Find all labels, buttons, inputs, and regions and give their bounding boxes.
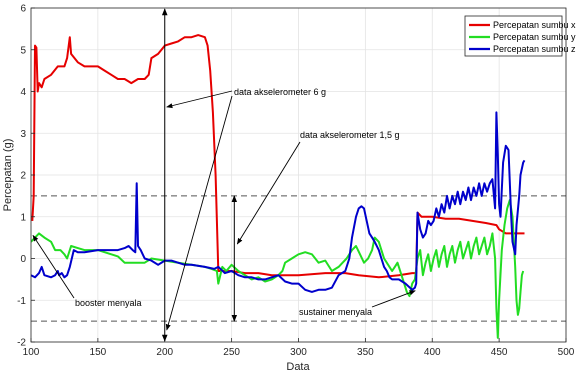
annotations: data akselerometer 6 g data akselerometer…	[32, 8, 416, 342]
legend-label-percepatan-sumbu-x: Percepatan sumbu x	[493, 20, 576, 30]
x-tick-label: 100	[23, 347, 40, 358]
pointer-booster	[32, 234, 75, 299]
x-tick-label: 150	[90, 347, 107, 358]
annotation-6g-label: data akselerometer 6 g	[234, 87, 326, 97]
pointer-6g-bottom	[165, 95, 233, 331]
y-tick-label: 3	[20, 129, 26, 140]
pointer-6g-label	[166, 90, 233, 109]
x-tick-label: 450	[491, 347, 508, 358]
x-tick-label: 350	[357, 347, 374, 358]
y-axis-label: Percepatan (g)	[2, 139, 14, 212]
legend-label-percepatan-sumbu-z: Percepatan sumbu z	[493, 44, 576, 54]
axis-ticks: 100 150 200 250 300 350 400 450 500 -2 -1 0 1 2 3 4 5 6	[17, 4, 575, 359]
y-tick-label: 2	[20, 171, 26, 182]
x-axis-label: Data	[286, 361, 310, 373]
legend: Percepatan sumbu x Percepatan sumbu y Perc…	[464, 15, 576, 57]
legend-label-percepatan-sumbu-y: Percepatan sumbu y	[493, 32, 576, 42]
y-tick-label: -2	[17, 338, 26, 349]
annotation-booster-label: booster menyala	[75, 298, 142, 308]
annotation-sustainer-label: sustainer menyala	[299, 307, 372, 317]
x-tick-label: 200	[156, 347, 173, 358]
pointer-1-5g-label	[236, 141, 301, 245]
y-tick-label: 1	[20, 212, 26, 223]
series-line-percepatan-sumbu-z	[31, 111, 526, 293]
y-tick-label: 4	[20, 87, 26, 98]
annotation-1-5g-label: data akselerometer 1,5 g	[300, 130, 400, 140]
x-tick-label: 500	[558, 347, 575, 358]
x-tick-label: 300	[290, 347, 307, 358]
pointer-sustainer	[371, 290, 416, 308]
y-tick-label: -1	[17, 296, 26, 307]
y-tick-label: 0	[20, 254, 26, 265]
x-tick-label: 400	[424, 347, 441, 358]
y-tick-label: 6	[20, 4, 26, 15]
y-tick-label: 5	[20, 45, 26, 56]
series-line-percepatan-sumbu-x	[31, 34, 525, 279]
x-tick-label: 250	[223, 347, 240, 358]
